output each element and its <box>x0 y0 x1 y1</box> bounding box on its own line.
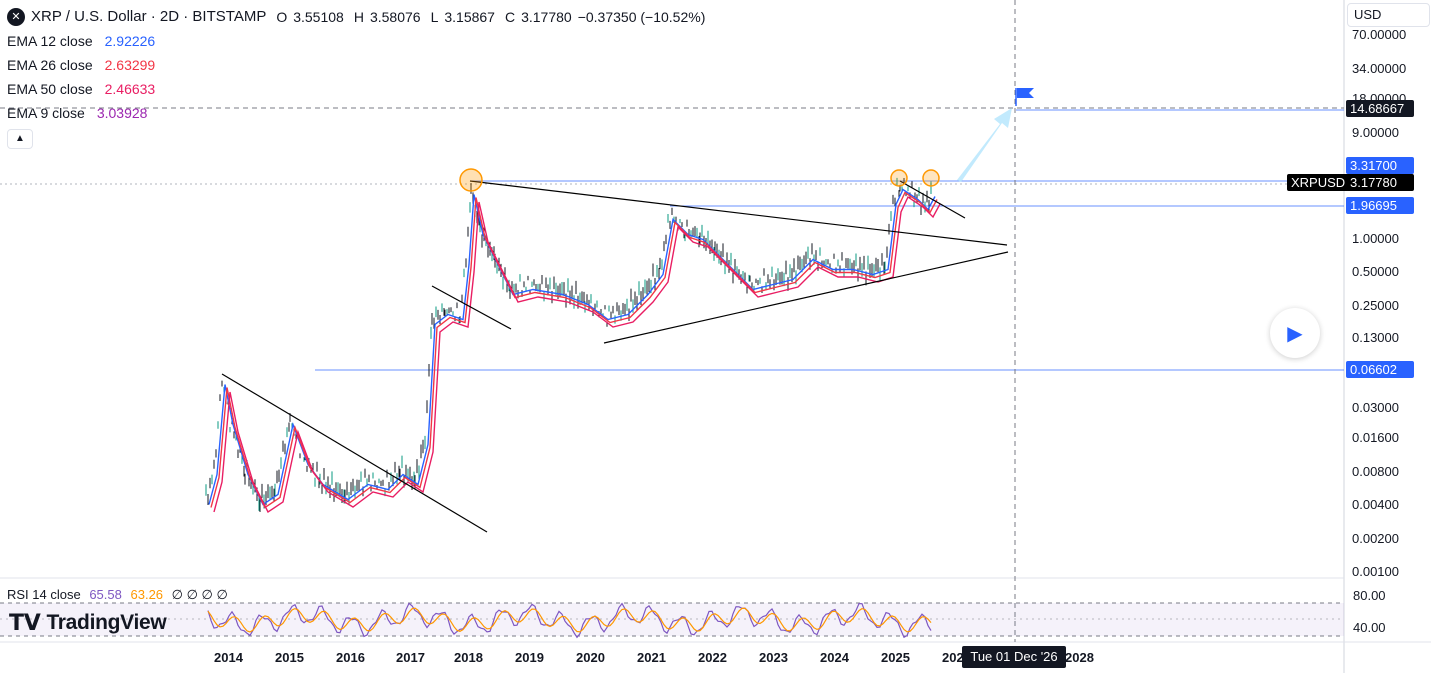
crosshair-date-tag: Tue 01 Dec '26 <box>962 646 1066 668</box>
target-flag-icon <box>1017 88 1034 98</box>
year-label: 2022 <box>698 650 727 665</box>
ema-26-line <box>210 191 938 509</box>
rsi-series <box>207 602 932 639</box>
replay-play-button[interactable]: ▶ <box>1270 308 1320 358</box>
ema-12-row[interactable]: EMA 12 close 2.92226 <box>7 29 705 53</box>
price-change: −0.37350 (−10.52%) <box>577 9 706 25</box>
level-price-tag[interactable]: 0.06602 <box>1346 361 1414 378</box>
rsi-line <box>207 602 932 639</box>
ema-12-label: EMA 12 close <box>7 33 93 49</box>
ema-50-line <box>213 195 941 514</box>
year-label: 2015 <box>275 650 304 665</box>
ohlc-close-label: C <box>504 9 516 25</box>
price-tick: 0.00800 <box>1352 464 1399 479</box>
year-label: 2028 <box>1065 650 1094 665</box>
price-tick: 0.01600 <box>1352 430 1399 445</box>
rsi-tick: 40.00 <box>1353 620 1386 635</box>
ohlc-low-label: L <box>430 9 439 25</box>
logo-text: TradingView <box>46 611 167 634</box>
play-icon: ▶ <box>1287 322 1303 345</box>
price-tick: 34.00000 <box>1352 61 1407 76</box>
ema-9-label: EMA 9 close <box>7 105 85 121</box>
last-price-tag: 3.17780 <box>1346 174 1414 191</box>
price-series <box>205 177 941 514</box>
peak-marker-2025b <box>922 169 940 187</box>
ema-9-value: 3.03928 <box>96 105 148 121</box>
rsi-label: RSI 14 close <box>7 587 81 602</box>
rsi-tick: 80.00 <box>1353 588 1386 603</box>
year-label: 2020 <box>576 650 605 665</box>
ema-26-label: EMA 26 close <box>7 57 93 73</box>
ohlc-low-value: 3.15867 <box>444 9 495 25</box>
year-label: 2019 <box>515 650 544 665</box>
ema-9-row[interactable]: EMA 9 close 3.03928 <box>7 101 705 125</box>
year-label: 2017 <box>396 650 425 665</box>
peak-marker-2025a <box>890 169 908 187</box>
price-tick: 0.03000 <box>1352 400 1399 415</box>
trendlines <box>221 180 1009 533</box>
ema-26-row[interactable]: EMA 26 close 2.63299 <box>7 53 705 77</box>
ema-12-line <box>208 188 936 506</box>
year-label: 2023 <box>759 650 788 665</box>
tradingview-logo-icon: 𝗧𝗩 <box>9 610 41 635</box>
rsi-extras: ∅ ∅ ∅ ∅ <box>171 587 228 602</box>
symbol-tag: XRPUSD <box>1287 174 1350 191</box>
price-tick: 0.25000 <box>1352 298 1399 313</box>
symbol-title[interactable]: XRP / U.S. Dollar · 2D · BITSTAMP <box>31 8 267 25</box>
chart-legend: ✕ XRP / U.S. Dollar · 2D · BITSTAMP O 3.5… <box>7 5 705 149</box>
collapse-legend-button[interactable]: ▲ <box>7 129 33 149</box>
level-price-tag[interactable]: 3.31700 <box>1346 157 1414 174</box>
year-label: 2021 <box>637 650 666 665</box>
year-label: 2018 <box>454 650 483 665</box>
chevron-up-icon: ▲ <box>15 133 25 144</box>
price-tick: 70.00000 <box>1352 27 1407 42</box>
rsi-legend[interactable]: RSI 14 close 65.58 63.26 ∅ ∅ ∅ ∅ <box>7 587 233 603</box>
price-tick: 0.50000 <box>1352 264 1399 279</box>
price-tick: 9.00000 <box>1352 125 1399 140</box>
rsi-ma-line <box>207 607 932 633</box>
price-tick: 0.00100 <box>1352 564 1399 579</box>
ema-50-row[interactable]: EMA 50 close 2.46633 <box>7 77 705 101</box>
ema-12-value: 2.92226 <box>104 33 156 49</box>
price-tick: 0.13000 <box>1352 330 1399 345</box>
tradingview-logo[interactable]: 𝗧𝗩 TradingView <box>9 610 167 636</box>
target-price-tag[interactable]: 14.68667 <box>1346 100 1414 117</box>
year-label: 2014 <box>214 650 243 665</box>
ohlc-open-value: 3.55108 <box>293 9 344 25</box>
ohlc-high-label: H <box>353 9 364 25</box>
ohlc-close-value: 3.17780 <box>521 9 572 25</box>
ohlc-high-value: 3.58076 <box>369 9 421 25</box>
year-label: 202 <box>942 650 964 665</box>
ohlc-open-label: O <box>276 9 288 25</box>
rsi-value: 65.58 <box>89 587 122 602</box>
year-label: 2016 <box>336 650 365 665</box>
price-tick: 1.00000 <box>1352 231 1399 246</box>
price-tick: 0.00400 <box>1352 497 1399 512</box>
currency-selector[interactable]: USD <box>1347 3 1430 27</box>
peak-marker-2018 <box>459 168 483 192</box>
ema-50-value: 2.46633 <box>104 81 156 97</box>
year-label: 2024 <box>820 650 849 665</box>
target-arrow <box>957 108 1012 182</box>
rsi-ma-value: 63.26 <box>130 587 164 602</box>
ema-50-label: EMA 50 close <box>7 81 93 97</box>
price-tick: 0.00200 <box>1352 531 1399 546</box>
year-label: 2025 <box>881 650 910 665</box>
ema-26-value: 2.63299 <box>104 57 156 73</box>
level-price-tag[interactable]: 1.96695 <box>1346 197 1414 214</box>
x-icon[interactable]: ✕ <box>7 8 25 26</box>
